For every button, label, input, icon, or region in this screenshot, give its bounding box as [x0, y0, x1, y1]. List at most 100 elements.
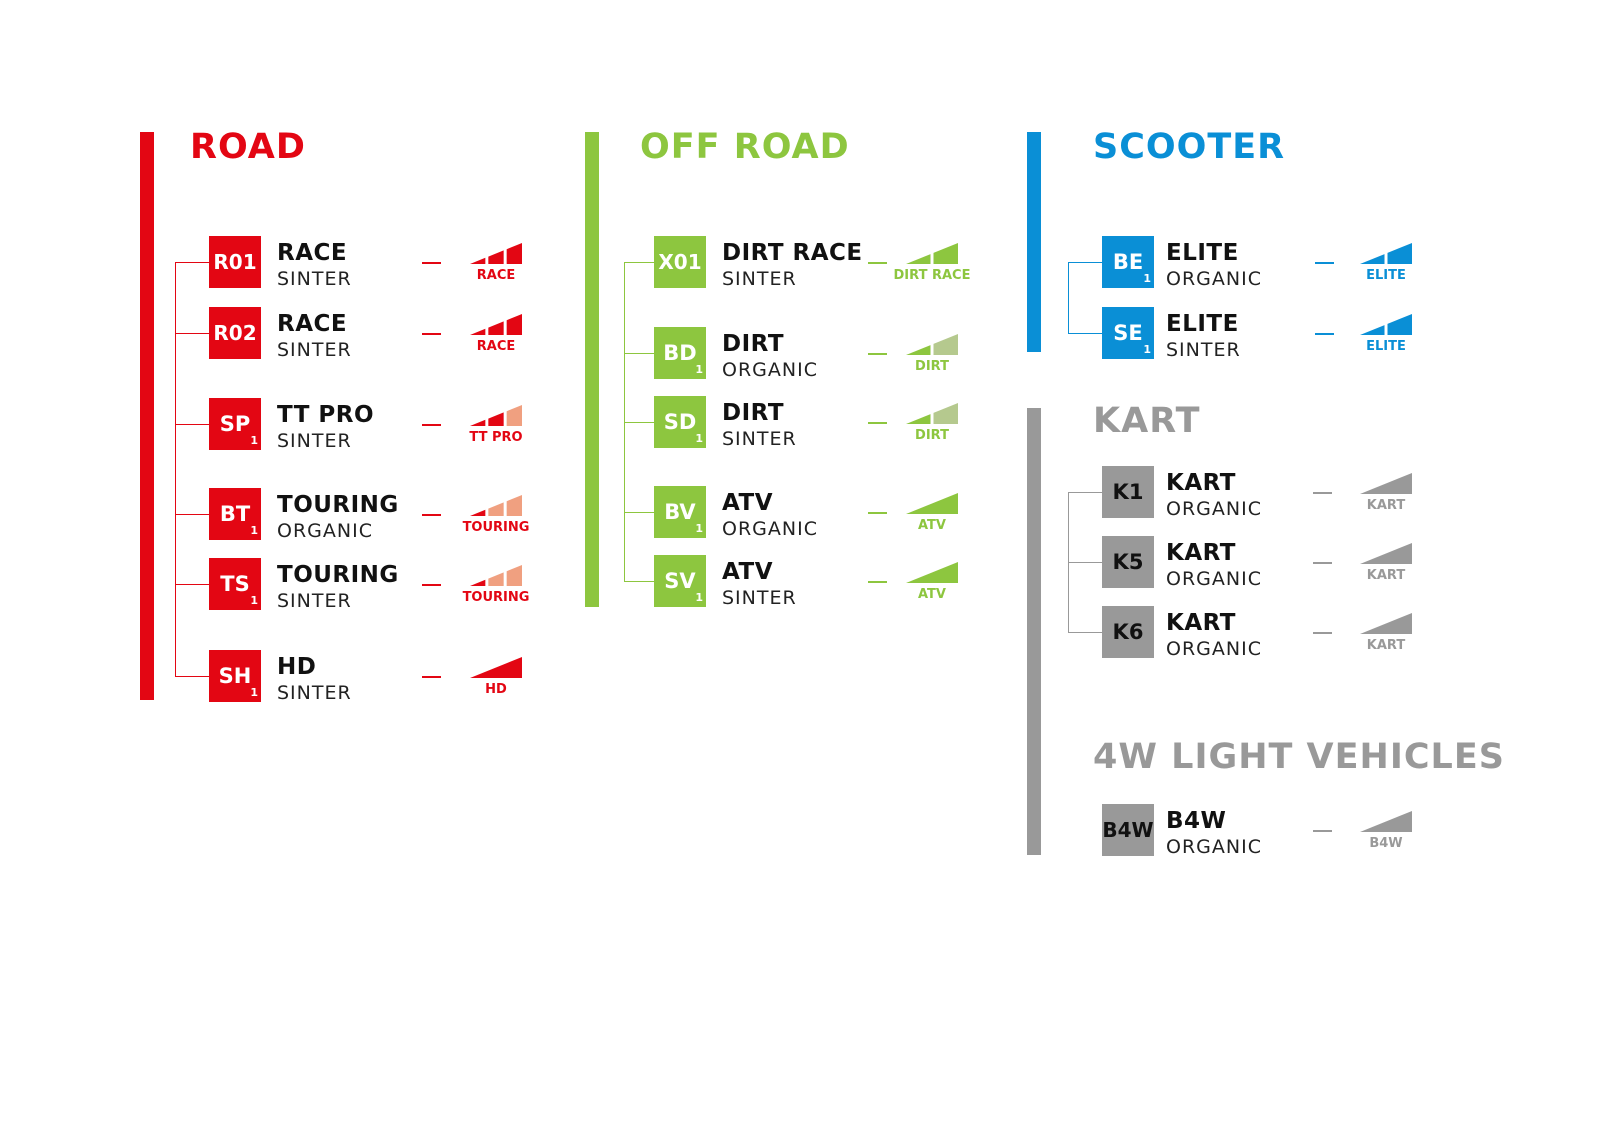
product-material: SINTER: [722, 587, 797, 609]
level-segment: [906, 254, 931, 264]
product-code-badge[interactable]: TS 1: [209, 558, 261, 610]
level-segment: [933, 403, 958, 424]
level-label: DIRT: [915, 428, 949, 443]
product-code-badge[interactable]: K1: [1102, 466, 1154, 518]
level-segment: [1387, 314, 1412, 335]
offroad-title: OFF ROAD: [640, 127, 850, 167]
level-label: ELITE: [1366, 339, 1406, 354]
level-segment: [1360, 254, 1385, 264]
light4w-title: 4W LIGHT VEHICLES: [1093, 737, 1505, 777]
product-code-badge[interactable]: SP 1: [209, 398, 261, 450]
level-segment: [470, 657, 522, 678]
product-code-badge[interactable]: SD 1: [654, 396, 706, 448]
level-label: B4W: [1369, 836, 1403, 851]
level-indicator-icon: [470, 405, 522, 426]
product-title: HD: [277, 654, 317, 680]
product-code-badge[interactable]: BE 1: [1102, 236, 1154, 288]
product-code: K5: [1112, 550, 1144, 574]
product-code: X01: [658, 250, 702, 274]
level-indicator-icon: [906, 243, 958, 264]
product-code-subscript: 1: [695, 591, 703, 604]
level-segment: [506, 495, 522, 516]
level-segment: [488, 502, 504, 516]
level-label: ATV: [918, 587, 946, 602]
level-segment: [506, 314, 522, 335]
level-indicator-icon: [1360, 811, 1412, 832]
product-code-badge[interactable]: BT 1: [209, 488, 261, 540]
product-material: SINTER: [277, 590, 352, 612]
product-code-subscript: 1: [1143, 272, 1151, 285]
level-label: RACE: [476, 339, 516, 354]
level-segment: [906, 345, 931, 355]
product-code-badge[interactable]: B4W: [1102, 804, 1154, 856]
level-segment: [1360, 325, 1385, 335]
level-indicator-icon: [1360, 314, 1412, 335]
product-title: DIRT RACE: [722, 240, 863, 266]
product-code: K6: [1112, 620, 1144, 644]
product-code-badge[interactable]: SH 1: [209, 650, 261, 702]
scooter-bar: [1027, 132, 1041, 352]
level-label: RACE: [476, 268, 516, 283]
product-code: TS: [220, 572, 250, 596]
level-label: DIRT RACE: [893, 268, 971, 283]
connector-dash: [1313, 492, 1332, 494]
product-code-badge[interactable]: BD 1: [654, 327, 706, 379]
product-code-badge[interactable]: BV 1: [654, 486, 706, 538]
level-indicator-icon: [906, 403, 958, 424]
connector-dash: [868, 262, 887, 264]
product-code: SP: [219, 412, 251, 436]
level-segment: [506, 243, 522, 264]
product-title: KART: [1166, 540, 1236, 566]
level-indicator-icon: [906, 334, 958, 355]
level-indicator-icon: [1360, 473, 1412, 494]
level-segment: [906, 493, 958, 514]
product-code: R01: [213, 250, 257, 274]
product-material: ORGANIC: [1166, 568, 1262, 590]
level-segment: [1360, 473, 1412, 494]
road-title: ROAD: [190, 127, 306, 167]
level-segment: [906, 562, 958, 583]
product-code-badge[interactable]: SE 1: [1102, 307, 1154, 359]
tree-branch: [175, 514, 209, 515]
level-segment: [506, 405, 522, 426]
product-material: ORGANIC: [277, 520, 373, 542]
product-code: BV: [664, 500, 696, 524]
product-material: SINTER: [277, 339, 352, 361]
product-code-subscript: 1: [695, 522, 703, 535]
product-code-badge[interactable]: X01: [654, 236, 706, 288]
tree-branch: [175, 676, 209, 677]
level-indicator-icon: [470, 565, 522, 586]
level-segment: [506, 565, 522, 586]
product-code: BE: [1112, 250, 1144, 274]
product-material: SINTER: [277, 430, 352, 452]
product-code-badge[interactable]: SV 1: [654, 555, 706, 607]
tree-branch: [624, 512, 654, 513]
product-code-subscript: 1: [250, 434, 258, 447]
product-title: TOURING: [277, 562, 399, 588]
level-segment: [470, 509, 486, 516]
level-segment: [1387, 243, 1412, 264]
tree-branch: [175, 262, 209, 263]
product-code-badge[interactable]: R01: [209, 236, 261, 288]
connector-dash: [1313, 830, 1332, 832]
product-code-subscript: 1: [250, 594, 258, 607]
offroad-bar: [585, 132, 599, 607]
tree-branch: [1068, 333, 1102, 334]
level-segment: [488, 250, 504, 264]
product-title: KART: [1166, 610, 1236, 636]
product-code-badge[interactable]: K5: [1102, 536, 1154, 588]
level-segment: [933, 334, 958, 355]
level-indicator-icon: [470, 243, 522, 264]
product-code-badge[interactable]: R02: [209, 307, 261, 359]
product-code-badge[interactable]: K6: [1102, 606, 1154, 658]
product-material: ORGANIC: [1166, 268, 1262, 290]
kart-title: KART: [1093, 401, 1201, 441]
connector-dash: [1313, 562, 1332, 564]
road-tree-line: [175, 262, 176, 676]
level-segment: [933, 243, 958, 264]
scooter-title: SCOOTER: [1093, 127, 1286, 167]
level-segment: [470, 579, 486, 586]
level-indicator-icon: [1360, 613, 1412, 634]
product-material: ORGANIC: [1166, 638, 1262, 660]
product-code: SV: [664, 569, 696, 593]
